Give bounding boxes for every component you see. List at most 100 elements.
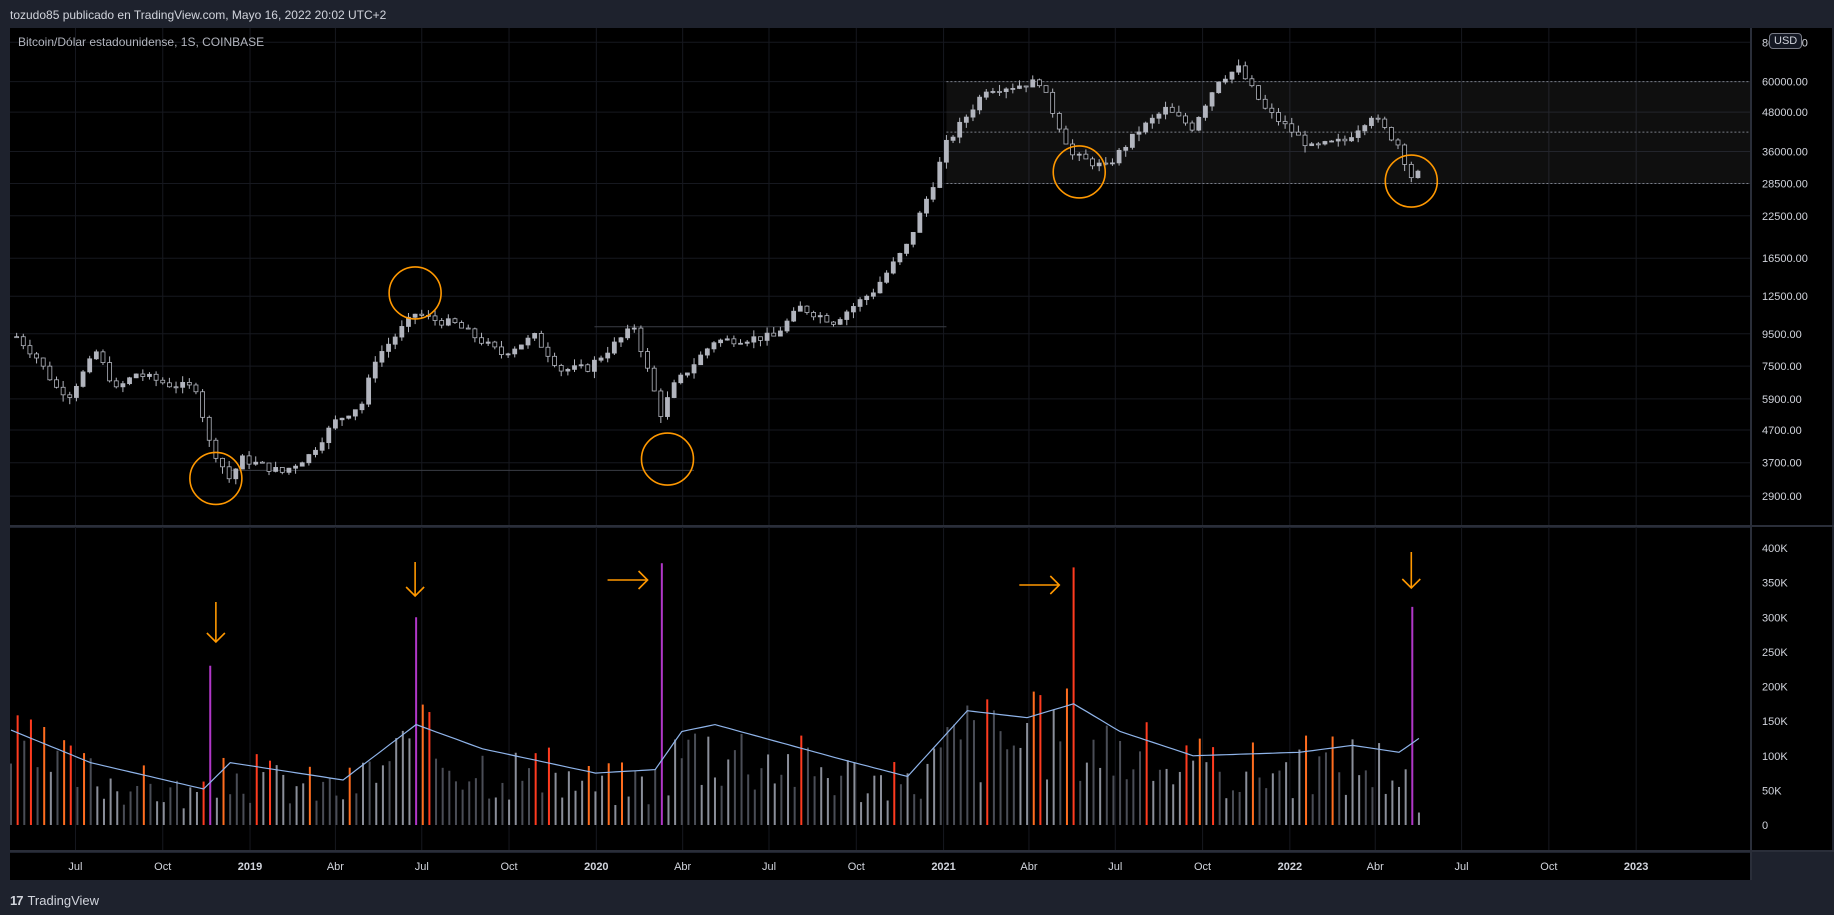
candle-body (890, 261, 896, 274)
candle-body (797, 305, 803, 312)
volume-bar (69, 745, 72, 825)
volume-bar (142, 765, 145, 825)
volume-bar (607, 763, 610, 825)
volume-bar (1417, 812, 1420, 825)
tradingview-logo[interactable]: 17 TradingView (10, 893, 99, 908)
candle-body (485, 341, 491, 344)
currency-badge[interactable]: USD (1769, 33, 1803, 49)
annotation-circle (1384, 154, 1439, 208)
candle-body (1136, 131, 1142, 135)
volume-bar (189, 787, 192, 825)
candle-body (532, 333, 538, 339)
volume-bar (322, 781, 325, 825)
candle-body (904, 243, 909, 254)
volume-bar (122, 804, 125, 825)
volume-bar (342, 799, 345, 825)
annotation-arrowhead (1401, 578, 1421, 590)
candle-body (691, 364, 697, 374)
candle-body (1402, 144, 1408, 165)
volume-bar (269, 760, 272, 825)
volume-bar (979, 782, 982, 825)
volume-bar (1079, 780, 1082, 825)
candle-body (259, 461, 265, 464)
volume-bar (893, 762, 896, 825)
volume-bar (1019, 747, 1022, 825)
volume-bar (1225, 798, 1228, 825)
volume-ma-line (10, 703, 1420, 790)
candle-body (180, 382, 186, 388)
candle-body (552, 355, 557, 366)
volume-bar (860, 802, 863, 825)
price-tick-label: 16500.00 (1762, 253, 1808, 265)
volume-bar (667, 795, 670, 825)
volume-bar (1391, 780, 1394, 825)
volume-bar (448, 770, 451, 825)
volume-bar (946, 727, 949, 825)
volume-bar (328, 777, 331, 825)
candle-body (1222, 78, 1228, 83)
candle-body (1176, 111, 1182, 117)
candle-body (1163, 106, 1168, 115)
candle-body (1123, 146, 1129, 151)
volume-bar (713, 777, 716, 825)
volume-bar (1059, 741, 1062, 825)
x-tick-label: 2020 (584, 861, 608, 873)
candle-body (518, 344, 524, 350)
volume-bar (1384, 793, 1387, 825)
volume-bar (315, 800, 318, 825)
candle-body (611, 341, 617, 354)
candle-body (60, 386, 66, 396)
volume-bar (29, 719, 32, 825)
volume-bar (129, 791, 132, 825)
candle-body (724, 338, 730, 341)
volume-bar (561, 797, 564, 825)
candle-body (505, 353, 511, 356)
volume-bar (10, 763, 12, 825)
volume-bar (63, 740, 66, 825)
candle-body (419, 313, 425, 316)
volume-bar (660, 563, 663, 825)
candle-body (200, 391, 205, 418)
candle-body (1209, 92, 1215, 107)
candle-body (100, 351, 106, 363)
volume-bar (222, 757, 225, 825)
candle-body (1329, 140, 1334, 143)
volume-bar (1251, 742, 1254, 825)
candle-body (1203, 105, 1208, 118)
volume-bar (1331, 736, 1334, 825)
candle-body (293, 465, 298, 469)
volume-bar (986, 699, 989, 825)
volume-bar (1178, 771, 1181, 825)
candle-body (306, 454, 312, 464)
candle-body (87, 358, 93, 373)
volume-bar (488, 798, 491, 825)
volume-tick-label: 200K (1762, 682, 1788, 694)
volume-bar (1305, 735, 1308, 825)
volume-bar (1398, 786, 1401, 825)
candle-body (864, 295, 870, 301)
volume-bars (10, 563, 1420, 825)
candle-body (14, 336, 20, 339)
candle-body (804, 305, 810, 313)
candle-body (618, 337, 624, 343)
volume-bar (255, 754, 258, 825)
candle-body (253, 461, 259, 465)
volume-tick-label: 50K (1762, 785, 1782, 797)
annotation-circle (189, 451, 243, 506)
candle-body (445, 318, 451, 326)
candle-body (1096, 162, 1102, 167)
volume-bar (972, 720, 975, 825)
candle-body (213, 439, 219, 459)
volume-bar (1291, 798, 1294, 825)
volume-bar (441, 767, 444, 825)
volume-bar (1358, 775, 1361, 825)
volume-bar (1026, 722, 1029, 825)
volume-bar (335, 795, 338, 825)
volume-tick-label: 150K (1762, 716, 1788, 728)
price-tick-label: 9500.00 (1762, 329, 1802, 341)
candle-body (565, 368, 571, 372)
volume-bar (866, 793, 869, 825)
volume-bar (933, 748, 936, 825)
volume-bar (640, 776, 643, 825)
